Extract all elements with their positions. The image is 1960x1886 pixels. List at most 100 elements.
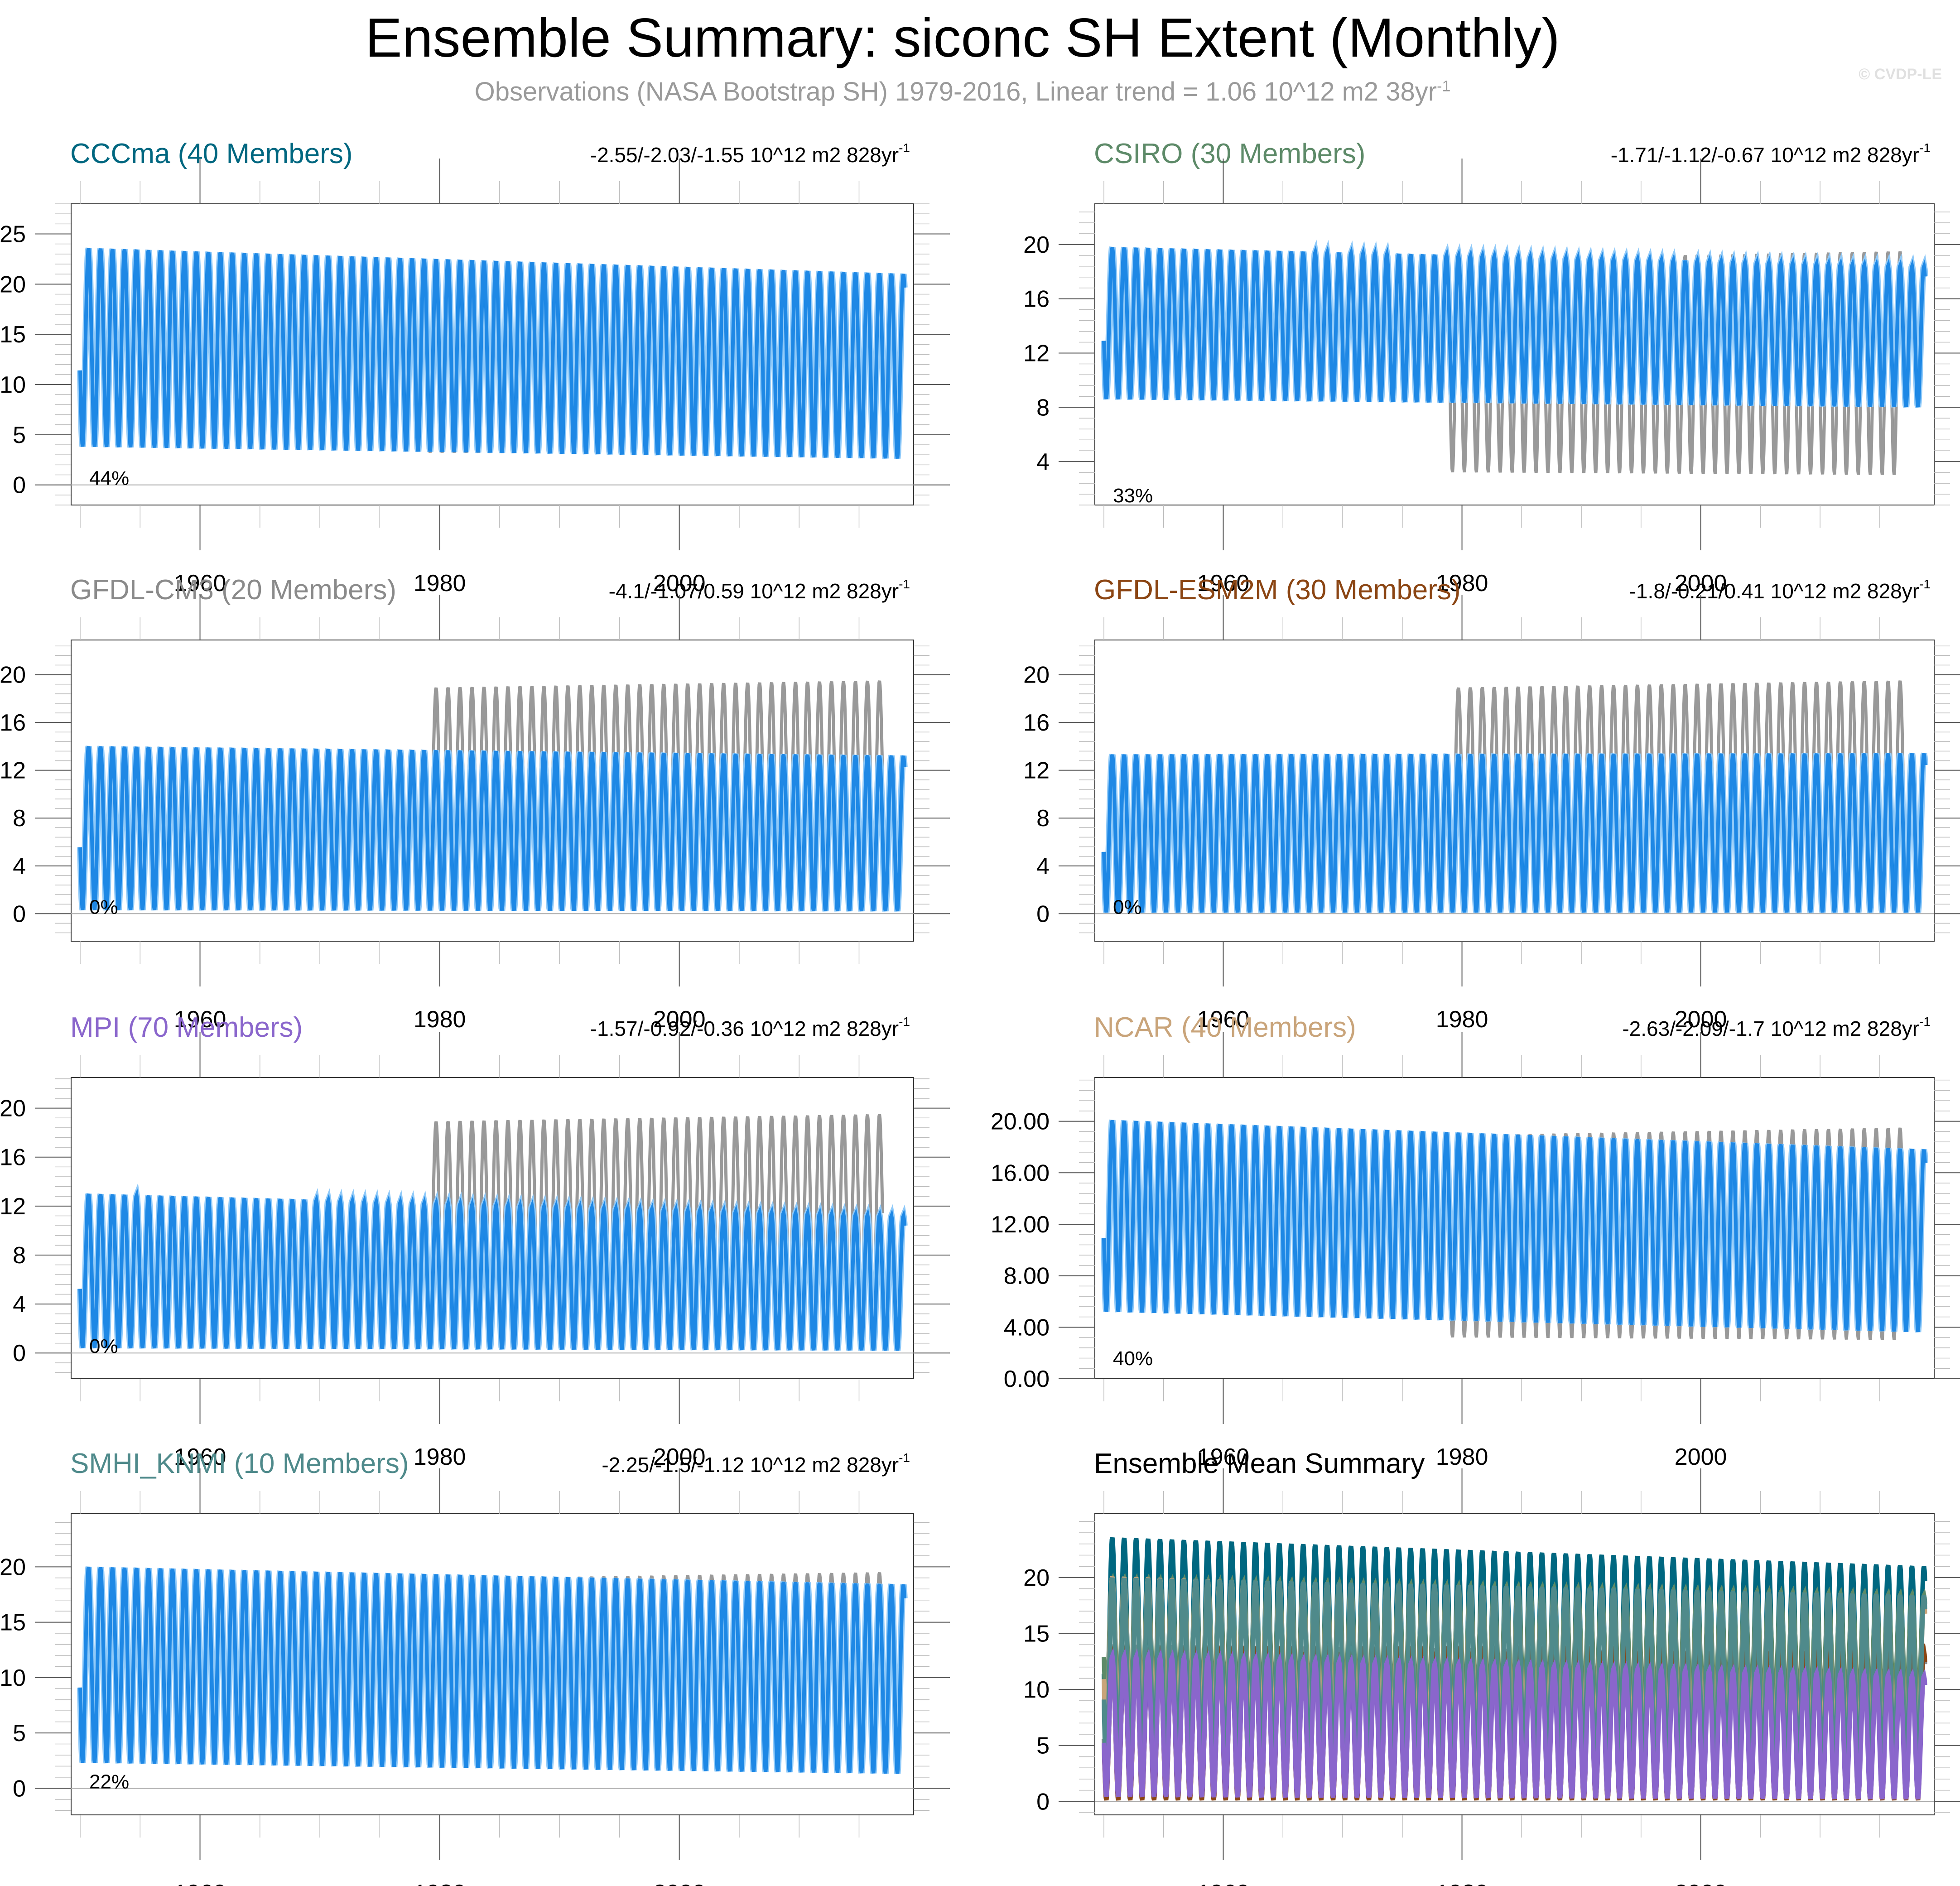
y-tick-label: 12 [1023,758,1050,784]
percent-label: 22% [89,1771,129,1793]
chart-panel: Ensemble Mean Summary 1960 1980 2000 0 5 10 15 2… [1023,1448,1960,1886]
y-tick-label: 10 [1023,1677,1050,1703]
series-group [1101,1119,1928,1340]
x-tick-label: 1960 [1197,570,1250,597]
chart-panel: CCCma (40 Members) -2.55/-2.03/-1.55 10^1… [0,138,950,597]
y-tick-label: 20 [0,662,26,688]
chart-panel: MPI (70 Members) -1.57/-0.92/-0.36 10^12 … [0,1012,950,1470]
x-tick-label: 1960 [174,570,226,597]
trend-superscript: -1 [899,141,910,155]
trend-value: -2.55/-2.03/-1.55 10^12 m2 828yr [590,143,899,167]
x-tick-label: 2000 [1675,1444,1727,1470]
plot-frame [1094,1513,1935,1815]
percent-label: 0% [89,1335,118,1357]
plot-frame [71,640,914,942]
ensemble-mean-line [78,1566,906,1774]
plot-frame [1094,203,1935,505]
y-tick-label: 0 [13,1340,26,1366]
trend-value: -1.57/-0.92/-0.36 10^12 m2 828yr [590,1017,899,1040]
trend-value: -2.63/-2.09/-1.7 10^12 m2 828yr [1622,1017,1919,1040]
y-tick-label: 16 [0,1145,26,1171]
ensemble-mean-line [78,1188,906,1351]
y-tick-label: 4.00 [1004,1314,1050,1341]
y-tick-label: 0 [1036,1789,1050,1815]
y-tick-label: 16 [1023,286,1050,313]
y-tick-label: 8 [1036,805,1050,832]
trend-superscript: -1 [1919,1015,1931,1029]
panel-title: Ensemble Mean Summary [1094,1448,1425,1479]
y-tick-label: 0 [13,1775,26,1802]
page-subtitle: Observations (NASA Bootstrap SH) 1979-20… [0,76,1925,108]
trend-value: -1.8/-0.21/0.41 10^12 m2 828yr [1629,579,1919,603]
subtitle-text: Observations (NASA Bootstrap SH) 1979-20… [474,77,1437,106]
chart-panel: NCAR (40 Members) -2.63/-2.09/-1.7 10^12 … [991,1012,1960,1470]
panel-title: GFDL-CM3 (20 Members) [70,574,396,606]
y-tick-label: 5 [13,1720,26,1746]
ensemble-mean-line-mpi [1102,1647,1927,1800]
percent-label: 44% [89,467,129,490]
panel-title: GFDL-ESM2M (30 Members) [1094,574,1461,606]
y-tick-label: 25 [0,221,26,248]
x-tick-label: 2000 [653,1444,706,1470]
ensemble-mean-line [78,248,906,459]
panel-title: CSIRO (30 Members) [1094,138,1365,169]
percent-label: 33% [1113,485,1153,507]
y-tick-label: 20 [0,1554,26,1580]
panel-trend-label: -1.57/-0.92/-0.36 10^12 m2 828yr-1 [590,1015,910,1040]
series-group [1101,680,1928,913]
x-tick-label: 1960 [1197,1880,1250,1886]
x-tick-label: 2000 [1675,1006,1727,1033]
y-tick-label: 0 [1036,901,1050,927]
y-tick-label: 15 [1023,1621,1050,1647]
plot-frame [71,1077,914,1379]
chart-panel: CSIRO (30 Members) -1.71/-1.12/-0.67 10^1… [1023,138,1960,597]
y-tick-label: 4 [1036,853,1050,880]
ensemble-mean-line [78,746,906,912]
panel-title: NCAR (40 Members) [1094,1012,1356,1043]
y-tick-label: 12 [0,758,26,784]
series-group [77,680,908,912]
x-tick-label: 1960 [174,1006,226,1033]
y-tick-label: 20 [1023,662,1050,688]
plot-frame [1094,1077,1935,1379]
x-tick-label: 1960 [1197,1006,1250,1033]
panel-trend-label: -1.71/-1.12/-0.67 10^12 m2 828yr-1 [1611,141,1931,167]
trend-superscript: -1 [899,1015,910,1029]
x-tick-label: 2000 [653,570,706,597]
y-tick-label: 8 [13,805,26,832]
y-tick-label: 4 [13,853,26,880]
y-tick-label: 20 [1023,1565,1050,1591]
y-tick-label: 8 [1036,395,1050,421]
x-tick-label: 1980 [1436,570,1488,597]
y-tick-label: 0 [13,901,26,927]
trend-value: -1.71/-1.12/-0.67 10^12 m2 828yr [1611,143,1919,167]
trend-superscript: -1 [1919,577,1931,591]
x-tick-label: 2000 [653,1880,706,1886]
y-tick-label: 20.00 [991,1109,1050,1135]
percent-label: 0% [1113,896,1142,918]
y-tick-label: 20 [0,1096,26,1122]
panel-title: MPI (70 Members) [70,1012,303,1043]
y-tick-label: 5 [1036,1733,1050,1759]
x-tick-label: 1980 [1436,1444,1488,1470]
percent-label: 40% [1113,1347,1153,1370]
trend-superscript: -1 [1919,141,1931,155]
y-tick-label: 12.00 [991,1212,1050,1238]
y-tick-label: 8.00 [1004,1263,1050,1289]
y-tick-label: 0 [13,472,26,499]
chart-panel: SMHI_KNMI (10 Members) -2.25/-1.5/-1.12 1… [0,1448,950,1886]
x-tick-label: 2000 [653,1006,706,1033]
y-tick-label: 16 [1023,710,1050,736]
ensemble-mean-line [1102,753,1927,913]
subtitle-superscript: -1 [1437,77,1451,95]
series-group [1101,240,1928,475]
x-tick-label: 1980 [414,1444,466,1470]
panel-title: SMHI_KNMI (10 Members) [70,1448,409,1479]
x-tick-label: 1960 [174,1880,226,1886]
percent-label: 0% [89,896,118,918]
x-tick-label: 2000 [1675,570,1727,597]
x-tick-label: 1980 [1436,1006,1488,1033]
trend-value: -2.25/-1.5/-1.12 10^12 m2 828yr [602,1453,899,1477]
panel-trend-label: -2.63/-2.09/-1.7 10^12 m2 828yr-1 [1622,1015,1931,1040]
